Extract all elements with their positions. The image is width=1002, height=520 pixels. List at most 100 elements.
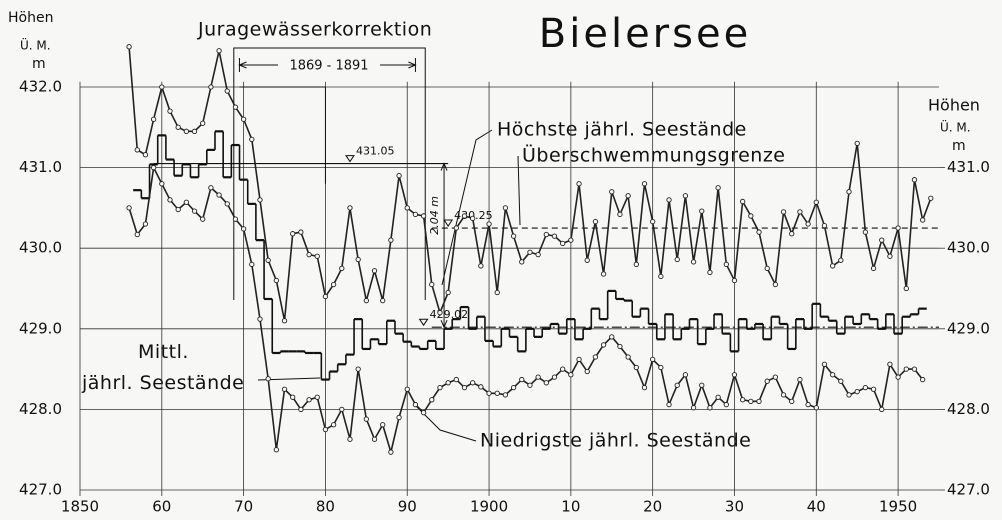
leader bbox=[517, 155, 521, 226]
series-point bbox=[789, 231, 795, 237]
series-point bbox=[560, 366, 566, 372]
series-point bbox=[658, 273, 664, 280]
series-point bbox=[838, 257, 844, 263]
series-point bbox=[150, 164, 157, 171]
series-point bbox=[167, 108, 173, 114]
reference-marker bbox=[345, 155, 355, 163]
series-point bbox=[928, 195, 934, 201]
series-point bbox=[780, 209, 787, 215]
series-point bbox=[200, 216, 206, 222]
series-point bbox=[347, 205, 353, 211]
series-point bbox=[690, 259, 697, 265]
series-point bbox=[330, 422, 337, 428]
series-point bbox=[249, 136, 255, 143]
series-point bbox=[371, 436, 378, 442]
series-point bbox=[150, 116, 157, 122]
x-tick-label: 40 bbox=[807, 498, 826, 516]
series-point bbox=[159, 181, 165, 187]
series-point bbox=[330, 281, 337, 288]
series-point bbox=[568, 372, 574, 378]
reference-marker bbox=[418, 318, 429, 327]
series-point bbox=[445, 380, 451, 386]
series-point bbox=[396, 173, 402, 179]
series-point bbox=[126, 44, 132, 50]
series-point bbox=[813, 405, 819, 411]
period-label-bg bbox=[278, 56, 380, 74]
series-point bbox=[682, 193, 689, 199]
x-tick-label: 70 bbox=[234, 498, 253, 516]
series-point bbox=[682, 372, 689, 378]
series-point bbox=[862, 384, 869, 391]
series-point bbox=[388, 237, 394, 243]
series-point bbox=[592, 218, 599, 225]
series-point bbox=[576, 356, 582, 363]
series-point bbox=[551, 233, 558, 239]
series-point bbox=[903, 285, 909, 292]
series-point bbox=[740, 198, 746, 205]
series-point bbox=[740, 397, 746, 403]
reference-label: 431.05 bbox=[356, 145, 395, 158]
series-point bbox=[535, 251, 541, 258]
y2-tick-label: 429.0 bbox=[947, 319, 990, 337]
series-point bbox=[764, 265, 770, 271]
series-point bbox=[797, 376, 803, 383]
series-point bbox=[216, 192, 222, 198]
series-point bbox=[420, 409, 427, 416]
series-point bbox=[510, 384, 517, 391]
series-point bbox=[527, 249, 533, 255]
series-point bbox=[519, 376, 525, 383]
series-point bbox=[707, 269, 713, 276]
series-point bbox=[748, 213, 754, 219]
series-point bbox=[919, 217, 926, 223]
mean-connectors bbox=[140, 131, 920, 380]
y2-tick-label: 431.0 bbox=[947, 158, 990, 176]
series-point bbox=[240, 116, 247, 122]
y2-label: Höhen bbox=[928, 96, 980, 115]
series-point bbox=[780, 392, 787, 398]
y2-tick-label: 430.0 bbox=[947, 239, 990, 257]
series-point bbox=[510, 233, 517, 239]
series-point bbox=[641, 384, 648, 391]
series-point bbox=[371, 268, 378, 274]
series-point bbox=[731, 277, 738, 284]
y2-tick-label: 427.0 bbox=[947, 481, 990, 499]
series-point bbox=[584, 368, 590, 375]
y2-tick-label: 428.0 bbox=[947, 400, 990, 418]
series-point bbox=[821, 222, 828, 229]
reference-marker bbox=[443, 219, 454, 227]
y-tick-label: 430.0 bbox=[19, 239, 62, 257]
reference-label: 430.25 bbox=[454, 209, 493, 222]
series-point bbox=[772, 281, 779, 288]
series-point bbox=[494, 390, 500, 396]
series-point bbox=[609, 189, 615, 195]
x-tick-label: 80 bbox=[316, 498, 335, 516]
series-point bbox=[829, 263, 836, 269]
x-tick-label: 30 bbox=[725, 498, 744, 516]
series-point bbox=[633, 364, 639, 371]
series-point bbox=[453, 225, 459, 231]
series-point bbox=[183, 128, 190, 134]
series-point bbox=[420, 213, 427, 219]
series-point bbox=[339, 406, 345, 413]
series-point bbox=[486, 221, 492, 227]
series-point bbox=[666, 197, 672, 203]
series-point bbox=[290, 231, 296, 237]
series-point bbox=[380, 297, 386, 304]
reference-label: 429.02 bbox=[430, 308, 469, 321]
series-point bbox=[298, 229, 304, 235]
series-point bbox=[600, 271, 607, 277]
series-point bbox=[838, 378, 844, 384]
series-point bbox=[756, 398, 762, 404]
series-point bbox=[813, 199, 819, 205]
series-point bbox=[854, 389, 860, 395]
leaders bbox=[257, 129, 521, 442]
series-point bbox=[306, 397, 312, 403]
x-tick-label: 90 bbox=[398, 498, 417, 516]
series-point bbox=[903, 366, 909, 372]
series-point bbox=[895, 374, 901, 380]
series-point bbox=[257, 316, 263, 322]
series-point bbox=[879, 237, 885, 243]
series-point bbox=[551, 374, 558, 380]
mean-label: Mittl. jährl. Seestände bbox=[81, 341, 244, 394]
series-point bbox=[290, 394, 296, 400]
